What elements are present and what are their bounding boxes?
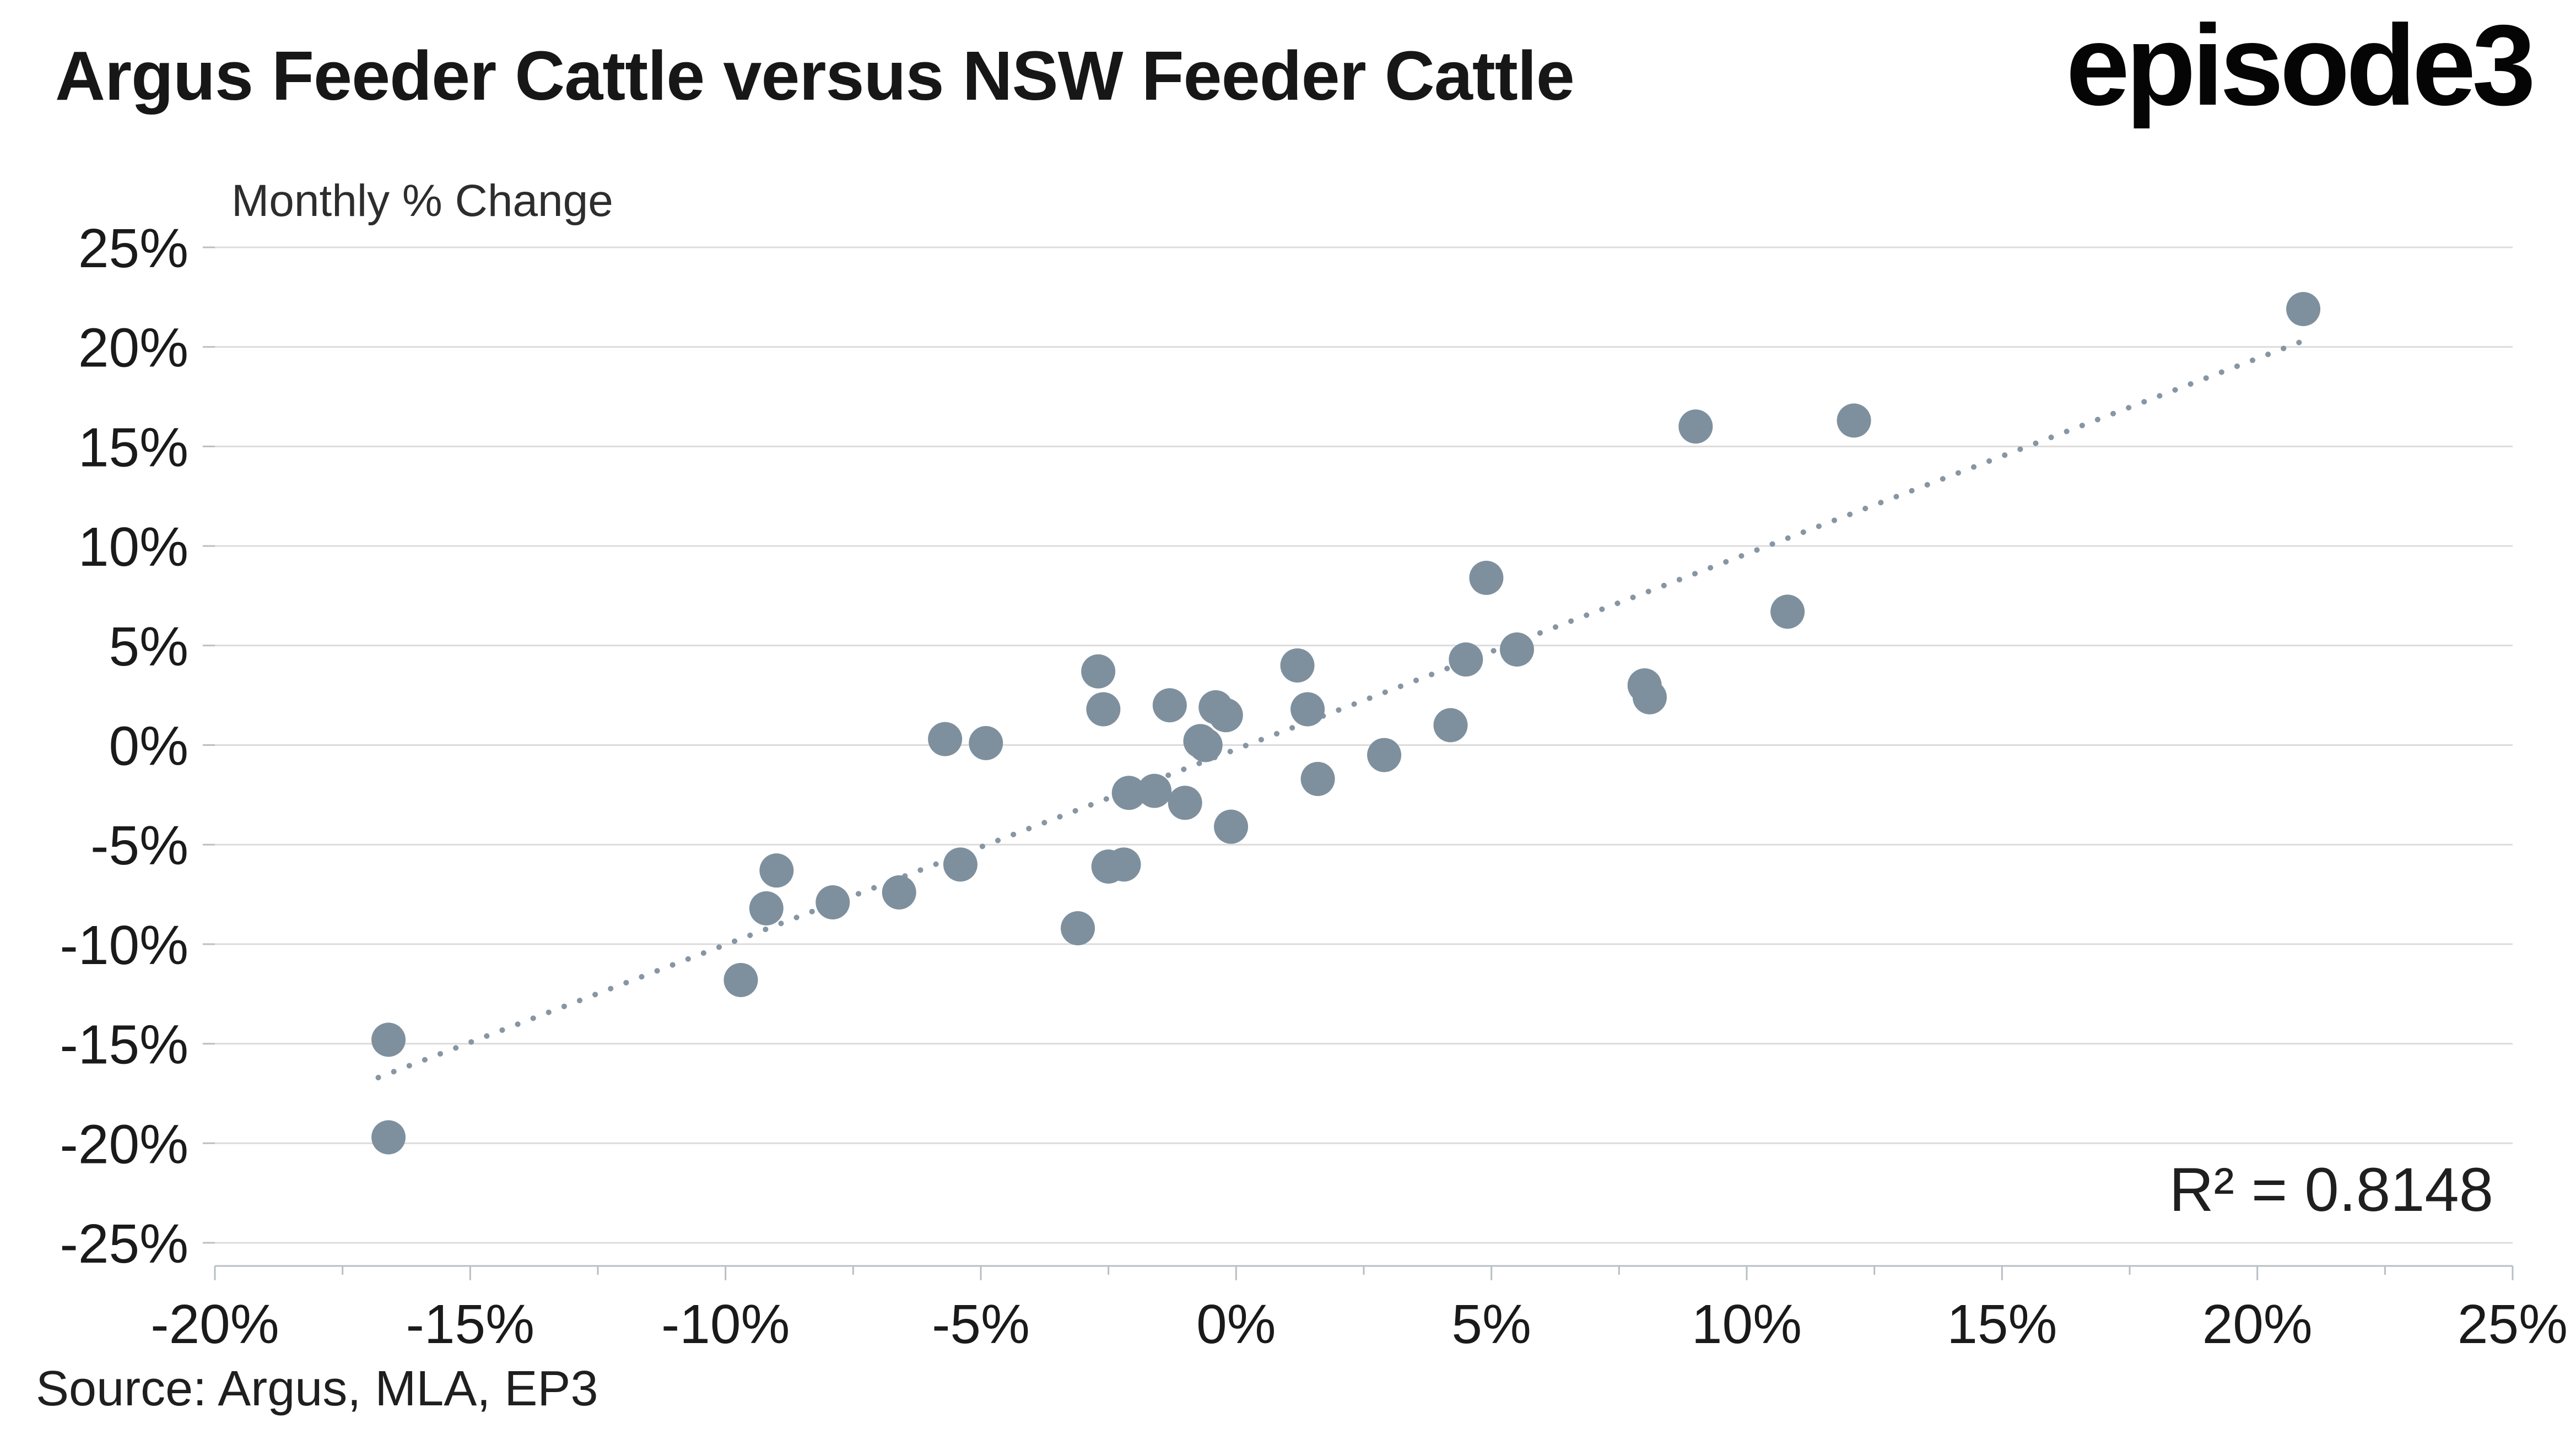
y-tick-label: 20% xyxy=(78,317,188,379)
data-point xyxy=(1500,632,1534,667)
episode3-logo: episode3 xyxy=(2066,2,2536,129)
trend-line xyxy=(375,336,2312,1081)
y-tick-label: -25% xyxy=(60,1213,188,1275)
x-tick-label: 25% xyxy=(2458,1293,2568,1355)
data-point xyxy=(2286,292,2321,327)
x-tick-label: -5% xyxy=(932,1293,1030,1355)
y-tick-label: 5% xyxy=(109,616,188,678)
r-squared-label: R² = 0.8148 xyxy=(2169,1155,2493,1224)
y-tick-label: -5% xyxy=(90,815,188,876)
x-tick-label: 0% xyxy=(1196,1293,1276,1355)
data-point xyxy=(1111,776,1146,810)
x-tick-label: 20% xyxy=(2202,1293,2313,1355)
axis-units-label: Monthly % Change xyxy=(231,176,613,226)
data-point xyxy=(943,847,978,882)
data-point xyxy=(1367,738,1402,772)
y-tick-label: -15% xyxy=(60,1014,188,1076)
x-tick-label: 10% xyxy=(1692,1293,1802,1355)
data-point xyxy=(1208,698,1243,733)
data-point xyxy=(1137,773,1172,808)
x-tick-label: -10% xyxy=(661,1293,790,1355)
data-point xyxy=(1449,642,1483,677)
data-point xyxy=(1300,761,1335,796)
source-note: Source: Argus, MLA, EP3 xyxy=(36,1361,598,1416)
data-point xyxy=(816,885,850,920)
chart-title: Argus Feeder Cattle versus NSW Feeder Ca… xyxy=(55,37,1575,115)
data-point xyxy=(1188,728,1223,762)
data-point xyxy=(1469,560,1504,595)
y-tick-label: -10% xyxy=(60,914,188,976)
y-tick-label: 10% xyxy=(78,516,188,578)
data-point xyxy=(1152,688,1187,723)
x-tick-label: 5% xyxy=(1451,1293,1531,1355)
x-tick-label: 15% xyxy=(1947,1293,2057,1355)
data-point xyxy=(969,726,1003,760)
data-point xyxy=(1168,786,1202,820)
data-point xyxy=(1086,692,1121,727)
data-point xyxy=(759,853,794,888)
data-point xyxy=(1678,409,1713,444)
data-point xyxy=(371,1022,406,1057)
data-point xyxy=(723,962,758,997)
data-point xyxy=(1770,594,1805,629)
data-point xyxy=(749,891,784,925)
data-point xyxy=(1280,648,1315,683)
data-point xyxy=(1433,708,1468,743)
y-tick-label: -20% xyxy=(60,1113,188,1175)
data-point xyxy=(1061,911,1095,945)
data-point xyxy=(1214,809,1249,844)
data-point xyxy=(371,1120,406,1155)
data-point xyxy=(928,722,963,756)
x-tick-label: -20% xyxy=(150,1293,279,1355)
y-tick-label: 25% xyxy=(78,218,188,279)
data-point xyxy=(1081,654,1116,689)
data-point xyxy=(1632,680,1667,714)
data-point xyxy=(882,875,916,910)
data-point xyxy=(1290,692,1325,727)
data-point xyxy=(1106,847,1141,882)
y-tick-label: 0% xyxy=(109,716,188,777)
data-point xyxy=(1837,403,1871,438)
x-tick-label: -15% xyxy=(406,1293,534,1355)
y-tick-label: 15% xyxy=(78,416,188,478)
